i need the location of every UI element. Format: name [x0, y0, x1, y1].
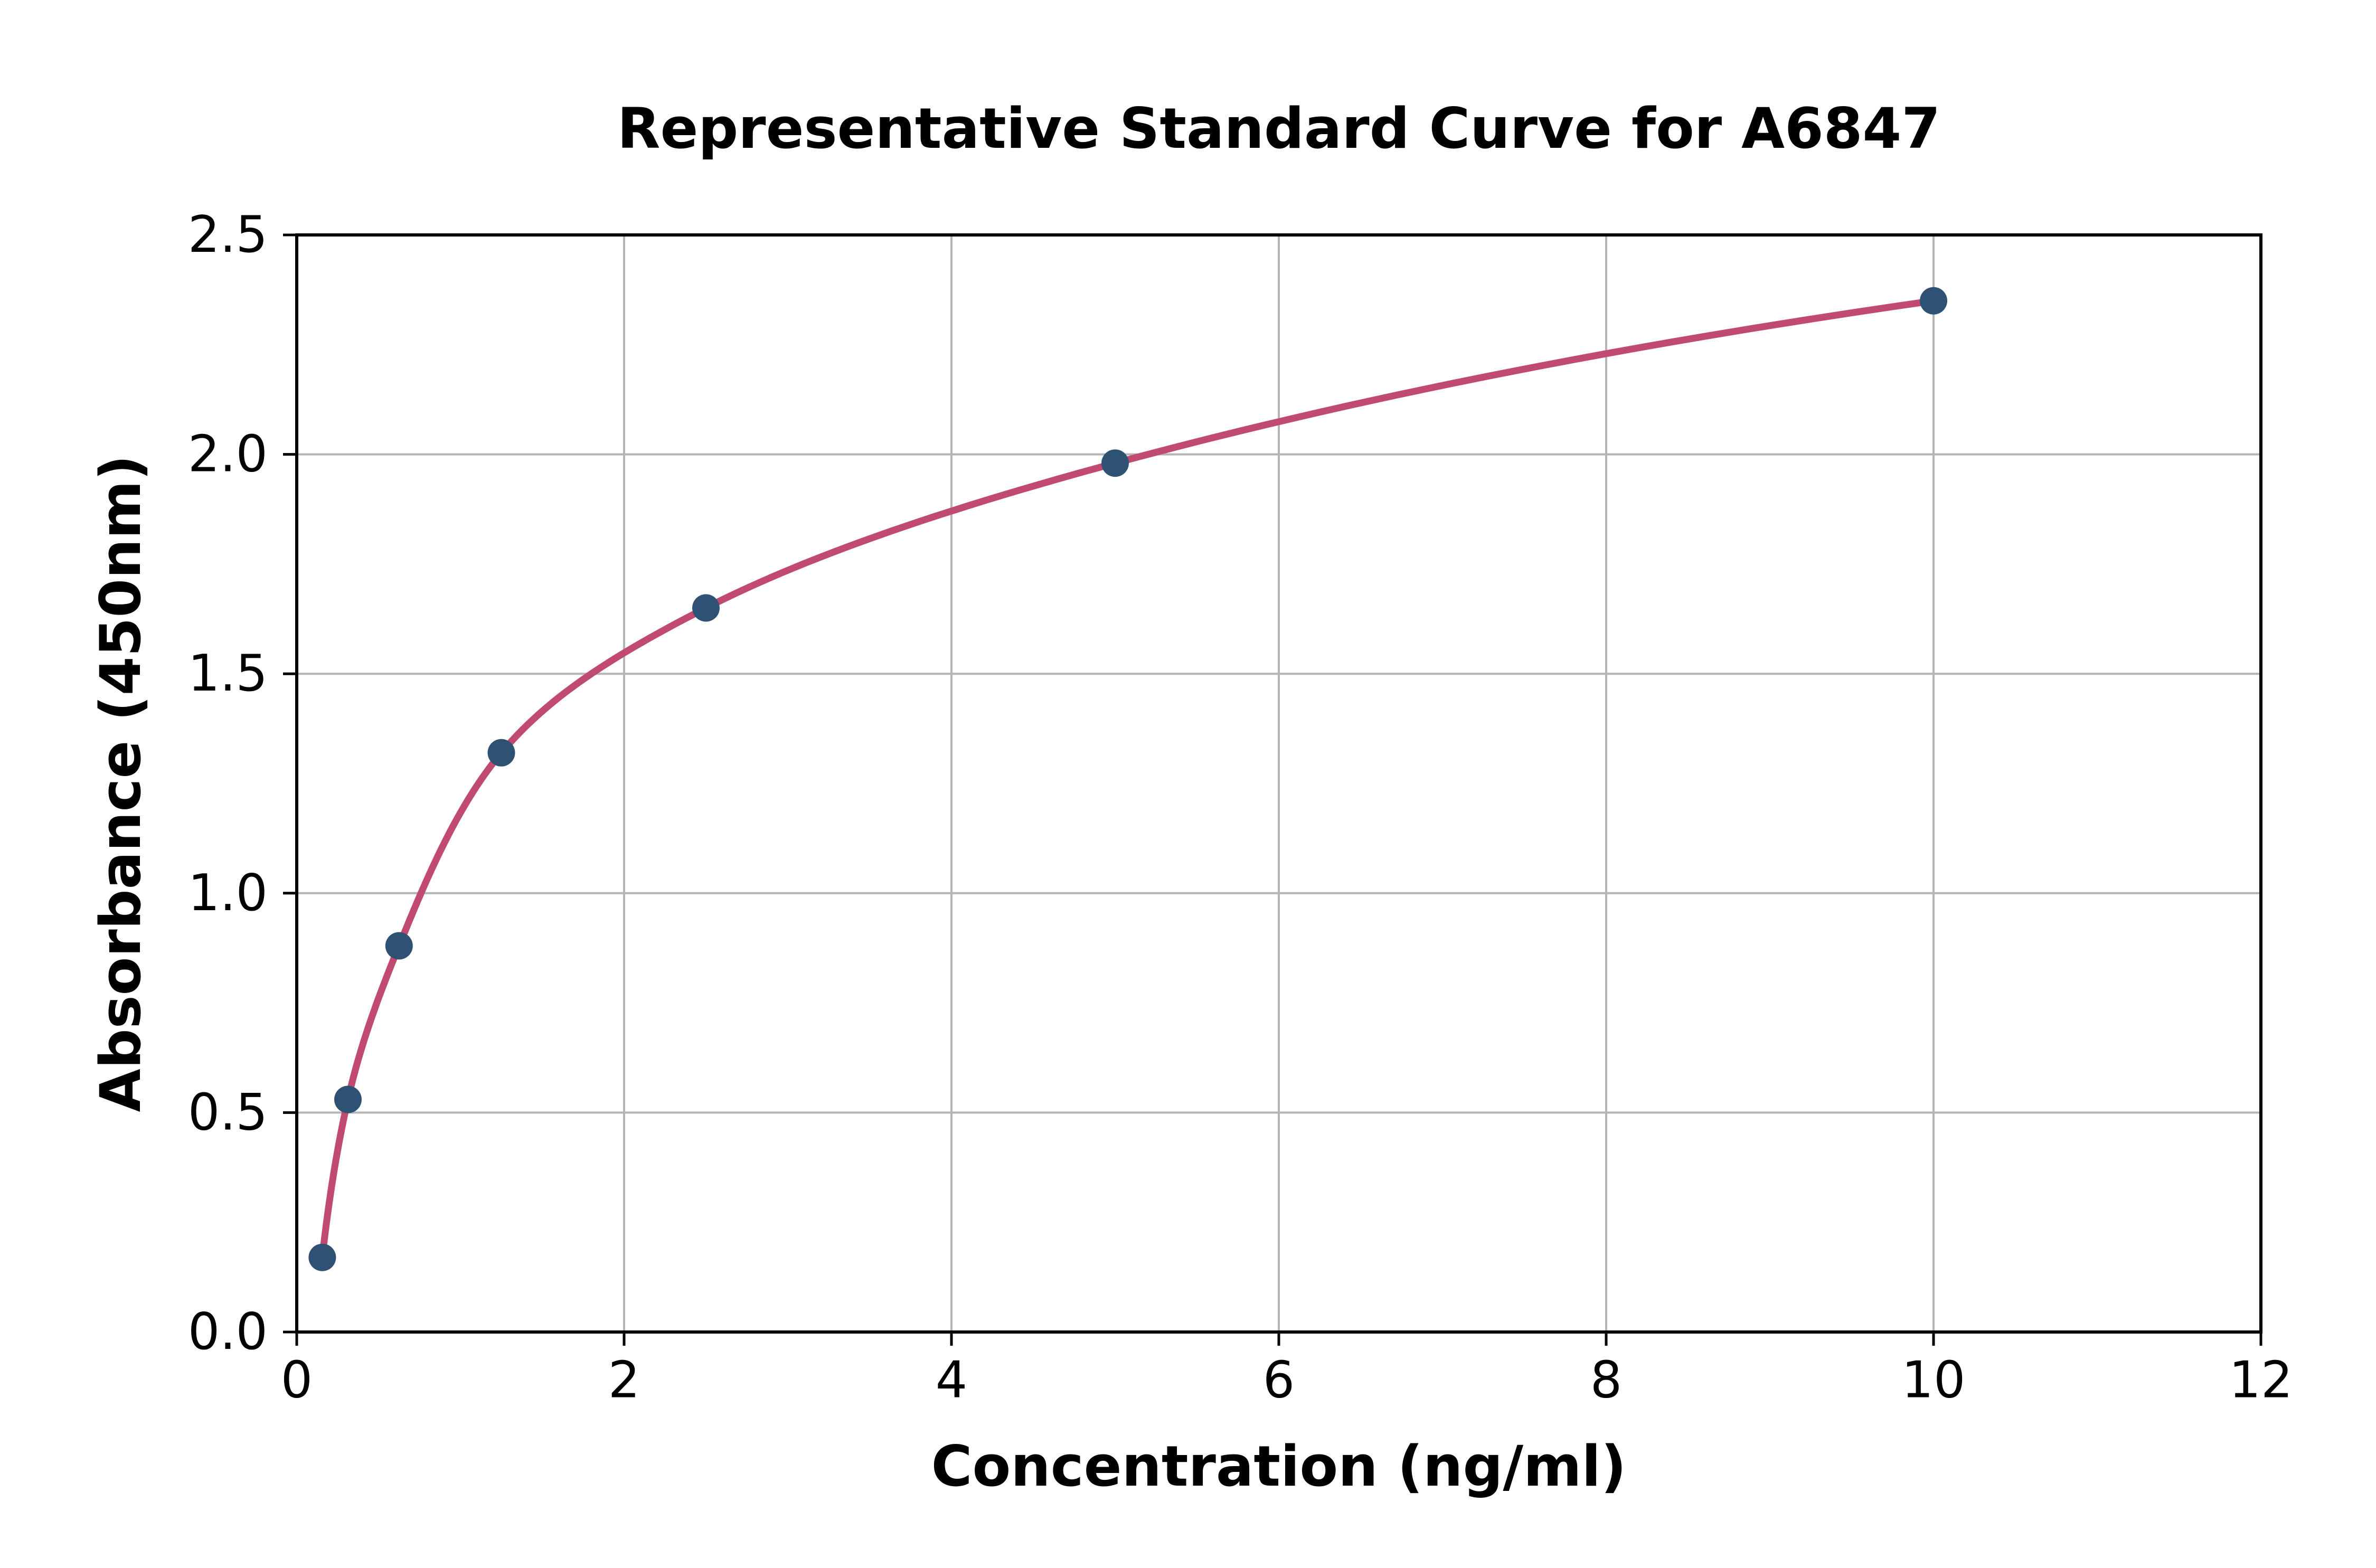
- chart-title: Representative Standard Curve for A6847: [617, 96, 1941, 161]
- data-point: [487, 739, 515, 767]
- y-tick-label: 2.0: [188, 426, 268, 484]
- y-tick-label: 1.5: [188, 645, 268, 703]
- x-tick-label: 10: [1902, 1352, 1966, 1410]
- x-tick-label: 6: [1263, 1352, 1295, 1410]
- data-point: [308, 1243, 336, 1271]
- x-tick-label: 8: [1590, 1352, 1622, 1410]
- x-tick-label: 4: [936, 1352, 967, 1410]
- data-point: [1920, 287, 1947, 315]
- tick-marks: [283, 233, 2262, 1346]
- data-point: [692, 594, 720, 622]
- y-tick-label: 0.5: [188, 1083, 268, 1141]
- grid-lines: [297, 235, 2261, 1332]
- fit-curve: [318, 297, 1937, 1261]
- y-tick-label: 0.0: [188, 1303, 268, 1361]
- x-tick-label: 2: [608, 1352, 640, 1410]
- x-axis-label: Concentration (ng/ml): [931, 1434, 1627, 1499]
- data-point: [334, 1085, 362, 1113]
- y-axis-label: Absorbance (450nm): [88, 455, 153, 1112]
- data-points: [308, 287, 1947, 1271]
- y-tick-label: 1.0: [188, 864, 268, 922]
- data-point: [385, 932, 413, 960]
- y-tick-label: 2.5: [188, 206, 268, 264]
- x-tick-label: 0: [281, 1352, 313, 1410]
- tick-labels: 0 2 4 6 8 10 12 0.0 0.5 1.0 1.5 2.0 2.5: [188, 206, 2293, 1410]
- data-point: [1101, 449, 1129, 477]
- x-tick-label: 12: [2229, 1352, 2293, 1410]
